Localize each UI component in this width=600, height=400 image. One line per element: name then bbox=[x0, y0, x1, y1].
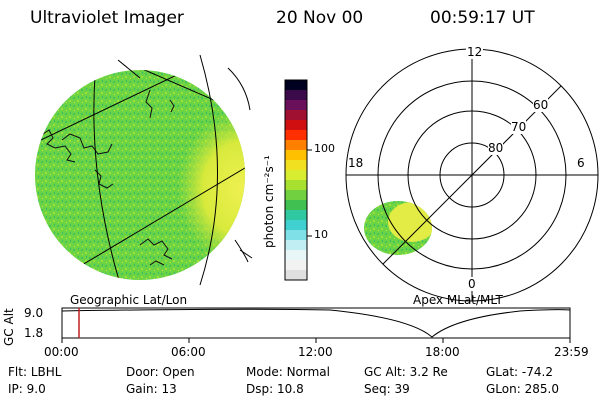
colorbar-band bbox=[285, 200, 307, 211]
mlat-label-70: 70 bbox=[511, 120, 527, 134]
time-tick-0000: 00:00 bbox=[44, 345, 79, 359]
colorbar-band bbox=[285, 210, 307, 221]
colorbar-band bbox=[285, 190, 307, 201]
footer-seq-value: 39 bbox=[394, 382, 410, 396]
footer-flt-label: Flt: bbox=[8, 365, 27, 379]
colorbar-band bbox=[285, 120, 307, 131]
polar-plot bbox=[345, 48, 599, 302]
colorbar-band bbox=[285, 130, 307, 141]
colorbar-unit-label: photon cm⁻²s⁻¹ bbox=[262, 155, 276, 248]
footer-gain-label: Gain: bbox=[126, 382, 158, 396]
footer-ip-label: IP: bbox=[8, 382, 23, 396]
time-label: 00:59:17 UT bbox=[430, 8, 535, 28]
time-tick-1200: 12:00 bbox=[298, 345, 333, 359]
mlt-label-18: 18 bbox=[348, 156, 364, 170]
footer-glat-value: -74.2 bbox=[521, 365, 553, 379]
colorbar-tick-10: 10 bbox=[314, 228, 328, 241]
colorbar-band bbox=[285, 150, 307, 161]
colorbar-band bbox=[285, 220, 307, 231]
time-tick-0600: 06:00 bbox=[171, 345, 206, 359]
footer-glat-label: GLat: bbox=[486, 365, 519, 379]
colorbar-band bbox=[285, 240, 307, 251]
time-tick-2359: 23:59 bbox=[554, 345, 589, 359]
footer-mode-value: Normal bbox=[286, 365, 330, 379]
footer-door-value: Open bbox=[162, 365, 195, 379]
geographic-caption: Geographic Lat/Lon bbox=[70, 293, 188, 307]
instrument-title: Ultraviolet Imager bbox=[30, 8, 184, 28]
altitude-ytick-low: 1.8 bbox=[24, 326, 44, 340]
footer-glat: GLat: -74.2 bbox=[486, 365, 553, 379]
mlt-label-0: 0 bbox=[468, 277, 476, 291]
time-tick-1800: 18:00 bbox=[425, 345, 460, 359]
geographic-disk bbox=[35, 54, 253, 286]
footer-mode-label: Mode: bbox=[246, 365, 283, 379]
altitude-plot bbox=[61, 307, 571, 343]
footer-mode: Mode: Normal bbox=[246, 365, 330, 379]
colorbar-band bbox=[285, 140, 307, 151]
mlt-label-12: 12 bbox=[466, 45, 484, 59]
colorbar-band bbox=[285, 250, 307, 261]
footer-dsp: Dsp: 10.8 bbox=[246, 382, 304, 396]
footer-seq-label: Seq: bbox=[364, 382, 391, 396]
altitude-ylabel: GC Alt bbox=[2, 308, 16, 346]
mlt-label-6: 6 bbox=[577, 156, 585, 170]
footer-glon-value: 285.0 bbox=[524, 382, 559, 396]
date-label: 20 Nov 00 bbox=[276, 8, 364, 28]
colorbar-band bbox=[285, 160, 307, 171]
footer-dsp-label: Dsp: bbox=[246, 382, 274, 396]
colorbar-band bbox=[285, 270, 307, 281]
colorbar-band bbox=[285, 110, 307, 121]
colorbar-band bbox=[285, 100, 307, 111]
colorbar-band bbox=[285, 80, 307, 91]
footer-ip-value: 9.0 bbox=[26, 382, 46, 396]
footer-gain-value: 13 bbox=[161, 382, 177, 396]
colorbar-tick-100: 100 bbox=[314, 142, 335, 155]
footer-door-label: Door: bbox=[126, 365, 159, 379]
footer-dsp-value: 10.8 bbox=[276, 382, 304, 396]
footer-flt: Flt: LBHL bbox=[8, 365, 61, 379]
footer-door: Door: Open bbox=[126, 365, 195, 379]
footer-gc-alt-value: 3.2 Re bbox=[409, 365, 448, 379]
colorbar-band bbox=[285, 90, 307, 101]
colorbar bbox=[284, 79, 312, 281]
footer-flt-value: LBHL bbox=[30, 365, 62, 379]
mlat-label-80: 80 bbox=[488, 141, 504, 155]
footer-ip: IP: 9.0 bbox=[8, 382, 46, 396]
mlat-label-60: 60 bbox=[533, 98, 549, 112]
footer-seq: Seq: 39 bbox=[364, 382, 410, 396]
footer-glon-label: GLon: bbox=[486, 382, 521, 396]
colorbar-band bbox=[285, 180, 307, 191]
footer-gc-alt-label: GC Alt: bbox=[364, 365, 406, 379]
colorbar-band bbox=[285, 170, 307, 181]
footer-glon: GLon: 285.0 bbox=[486, 382, 559, 396]
footer-gain: Gain: 13 bbox=[126, 382, 177, 396]
colorbar-band bbox=[285, 260, 307, 271]
footer-gc-alt: GC Alt: 3.2 Re bbox=[364, 365, 448, 379]
colorbar-band bbox=[285, 230, 307, 241]
altitude-ytick-high: 9.0 bbox=[24, 306, 44, 320]
apex-caption: Apex MLat/MLT bbox=[413, 293, 503, 307]
